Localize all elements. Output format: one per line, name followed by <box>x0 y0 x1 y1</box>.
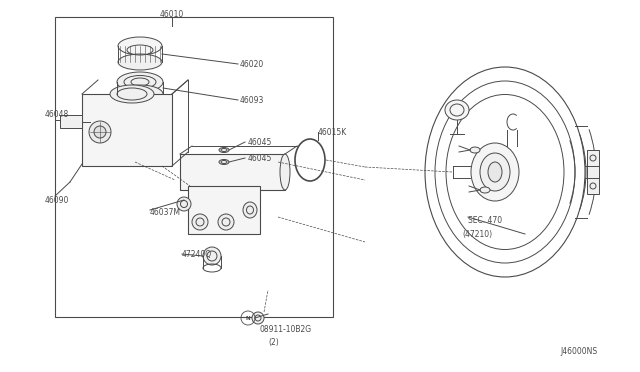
Bar <box>60 115 82 128</box>
Bar <box>55 17 333 317</box>
Text: 46090: 46090 <box>45 196 69 205</box>
Text: 46048: 46048 <box>45 109 69 119</box>
Ellipse shape <box>89 121 111 143</box>
Text: SEC. 470: SEC. 470 <box>468 215 502 224</box>
Text: 46020: 46020 <box>240 60 264 68</box>
Ellipse shape <box>117 85 163 103</box>
Ellipse shape <box>118 37 162 55</box>
Ellipse shape <box>470 147 480 153</box>
Ellipse shape <box>177 197 191 211</box>
Ellipse shape <box>94 126 106 138</box>
Text: 46045: 46045 <box>248 154 273 163</box>
Ellipse shape <box>252 312 264 324</box>
Text: 47240Q: 47240Q <box>182 250 212 259</box>
Bar <box>587 150 599 194</box>
Text: J46000NS: J46000NS <box>560 347 597 356</box>
Ellipse shape <box>110 85 154 103</box>
Text: (47210): (47210) <box>462 230 492 238</box>
Text: 46045: 46045 <box>248 138 273 147</box>
Ellipse shape <box>488 162 502 182</box>
Text: (2): (2) <box>268 337 279 346</box>
Ellipse shape <box>243 202 257 218</box>
Ellipse shape <box>218 214 234 230</box>
Bar <box>180 154 285 190</box>
Ellipse shape <box>219 160 229 164</box>
Text: N: N <box>246 315 250 321</box>
Ellipse shape <box>219 148 229 153</box>
Bar <box>188 186 260 234</box>
Ellipse shape <box>445 100 469 120</box>
Text: 46015K: 46015K <box>318 128 348 137</box>
Text: 46010: 46010 <box>160 10 184 19</box>
Ellipse shape <box>480 153 510 191</box>
Ellipse shape <box>471 143 519 201</box>
Bar <box>82 94 172 166</box>
Ellipse shape <box>118 54 162 70</box>
Ellipse shape <box>480 187 490 193</box>
Ellipse shape <box>203 247 221 265</box>
Ellipse shape <box>280 154 290 190</box>
Ellipse shape <box>192 214 208 230</box>
Text: 46037M: 46037M <box>150 208 181 217</box>
Text: 46093: 46093 <box>240 96 264 105</box>
Text: 08911-10B2G: 08911-10B2G <box>260 326 312 334</box>
Ellipse shape <box>117 72 163 92</box>
